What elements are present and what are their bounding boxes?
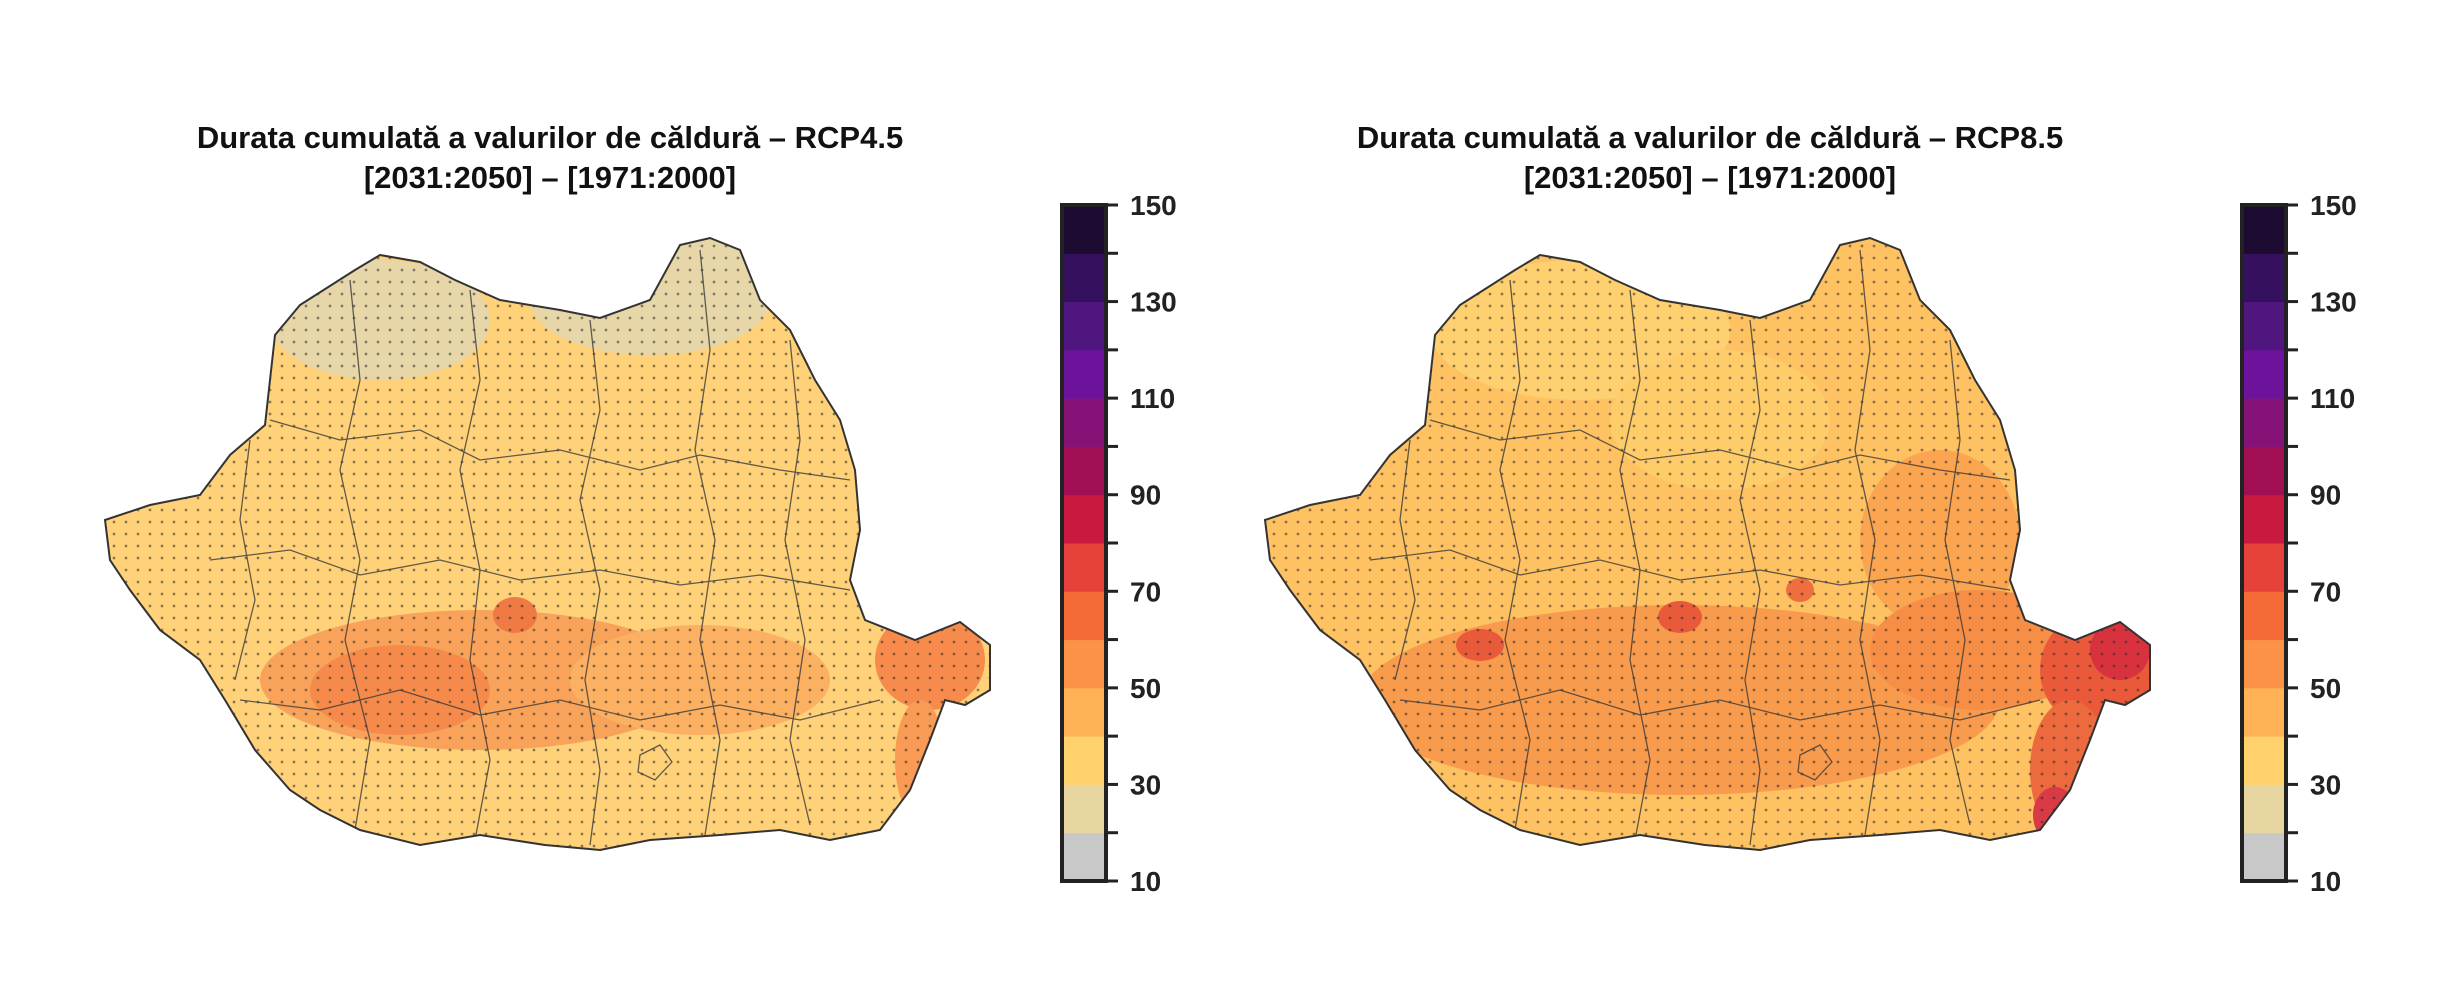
colorbar-segment — [1062, 205, 1106, 254]
colorbar-label: 70 — [2310, 576, 2341, 607]
colorbar: 150 130 110 90 70 50 30 10 — [1060, 195, 1177, 897]
colorbar-label: 90 — [1130, 480, 1161, 511]
colorbar-segment — [1062, 253, 1106, 303]
colorbar-segment — [2242, 832, 2286, 882]
colorbar-label: 30 — [2310, 769, 2341, 800]
country-border — [1263, 236, 2151, 852]
colorbar-label: 50 — [1130, 673, 1161, 704]
colorbar-label: 110 — [1130, 383, 1175, 414]
colorbar-segment — [2242, 543, 2286, 592]
colorbar-segment — [2242, 205, 2286, 254]
colorbar-segment — [2242, 591, 2286, 641]
colorbar-label: 130 — [2310, 287, 2357, 318]
map-title-line2: [2031:2050] – [1971:2000] — [363, 160, 737, 195]
colorbar-label: 130 — [1130, 287, 1177, 318]
romania-map — [103, 236, 991, 852]
map-title: Durata cumulată a valurilor de căldură –… — [1250, 118, 2170, 198]
colorbar-segment — [1062, 784, 1106, 834]
map-title-line1: Durata cumulată a valurilor de căldură –… — [196, 120, 904, 155]
colorbar-segment — [1062, 639, 1106, 689]
map-title: Durata cumulată a valurilor de căldură –… — [90, 118, 1010, 198]
map-fill — [105, 238, 990, 850]
colorbar-segment — [1062, 446, 1106, 496]
colorbar-segment — [2242, 639, 2286, 689]
colorbar-segment — [1062, 398, 1106, 447]
colorbar-segment — [2242, 494, 2286, 544]
map-title-line1: Durata cumulată a valurilor de căldură –… — [1356, 120, 2064, 155]
colorbar-segment — [2242, 736, 2286, 785]
colorbar-label: 110 — [2310, 383, 2355, 414]
colorbar-segment — [1062, 736, 1106, 785]
colorbar-label: 90 — [2310, 480, 2341, 511]
map-panel-rcp45: Durata cumulată a valurilor de căldură –… — [90, 118, 1177, 897]
map-title-line2: [2031:2050] – [1971:2000] — [1523, 160, 1897, 195]
colorbar-label: 30 — [1130, 769, 1161, 800]
colorbar-segment — [2242, 398, 2286, 447]
romania-map — [1263, 236, 2151, 852]
colorbar-label: 150 — [1130, 195, 1177, 221]
colorbar-segment — [1062, 687, 1106, 737]
colorbar-segment — [1062, 543, 1106, 592]
colorbar-segment — [1062, 301, 1106, 351]
colorbar-segment — [2242, 349, 2286, 399]
colorbar-label: 50 — [2310, 673, 2341, 704]
colorbar-segment — [1062, 494, 1106, 544]
colorbar-label: 10 — [2310, 866, 2341, 897]
colorbar-label: 150 — [2310, 195, 2357, 221]
map-fill — [1265, 238, 2150, 850]
colorbar-segment — [2242, 687, 2286, 737]
colorbar-segment — [1062, 591, 1106, 641]
colorbar-label: 10 — [1130, 866, 1161, 897]
colorbar-segment — [1062, 832, 1106, 882]
colorbar: 150 130 110 90 70 50 30 10 — [2240, 195, 2357, 897]
country-border — [103, 236, 991, 852]
colorbar-segment — [2242, 253, 2286, 303]
colorbar-segment — [2242, 301, 2286, 351]
county-borders — [1369, 249, 2041, 846]
colorbar-label: 70 — [1130, 576, 1161, 607]
colorbar-segment — [2242, 784, 2286, 834]
colorbar-segment — [2242, 446, 2286, 496]
county-borders — [209, 249, 881, 846]
map-panel-rcp85: Durata cumulată a valurilor de căldură –… — [1160, 0, 2380, 982]
colorbar-segment — [1062, 349, 1106, 399]
